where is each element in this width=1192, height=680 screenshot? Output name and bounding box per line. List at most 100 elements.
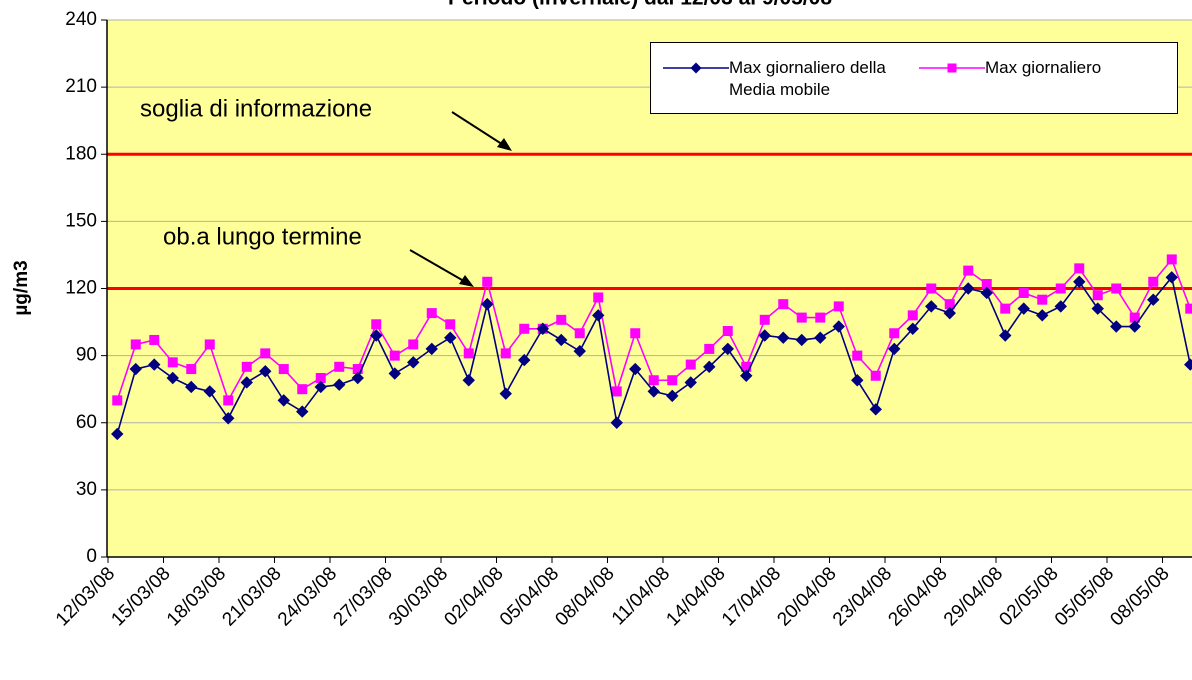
data-point [371,319,382,330]
data-point [667,375,678,386]
data-point [185,380,198,394]
data-point [852,350,863,361]
x-tick-label: 05/05/08 [1051,563,1118,630]
data-point [704,343,715,354]
data-point [778,299,789,310]
data-point [777,331,790,344]
data-point [445,319,456,330]
x-tick-label: 02/05/08 [995,563,1062,630]
data-point [259,365,272,378]
x-tick-label: 02/04/08 [440,563,507,630]
legend-swatch [919,63,985,73]
data-point [278,364,289,375]
data-point [759,314,770,325]
data-point [943,306,956,320]
data-point [1091,302,1104,315]
x-tick-label: 20/04/08 [773,563,840,630]
x-tick-label: 29/04/08 [940,563,1007,630]
data-point [1037,294,1048,305]
data-point [240,376,253,389]
data-point [962,282,975,295]
data-point [926,283,937,294]
data-point [1054,300,1067,313]
data-point [536,322,549,335]
data-point [130,339,141,350]
x-tick-label: 08/05/08 [1106,563,1173,630]
data-point [222,412,235,425]
data-point [555,333,568,347]
data-point [203,385,216,398]
data-point [907,310,918,321]
y-axis-label: µg/m3 [11,260,32,315]
data-point [166,371,179,385]
data-point [574,328,585,339]
legend-marker [947,63,957,73]
data-point [999,329,1012,342]
legend-label: Max giornaliero della Media mobile [729,58,886,99]
data-point [630,328,641,339]
data-point [593,292,604,303]
data-point [1165,271,1178,284]
data-point [149,334,160,345]
data-point [1055,283,1066,294]
data-point [277,394,290,407]
data-point [721,342,734,356]
arrow-head [497,138,512,151]
x-tick-label: 27/03/08 [329,563,396,630]
data-point [314,380,327,394]
data-point [832,320,845,333]
data-point [573,344,586,358]
data-point [444,331,457,344]
data-point [980,286,993,300]
x-tick-label: 14/04/08 [662,563,729,630]
data-point [1074,263,1085,274]
y-tick-label: 150 [65,210,97,231]
data-point [889,328,900,339]
data-point [296,405,309,418]
data-point [556,314,567,325]
data-point [223,395,234,406]
y-tick-label: 180 [65,143,97,164]
data-point [795,333,808,347]
data-point [241,361,252,372]
data-point [518,353,531,367]
data-point [1018,287,1029,298]
x-tick-label: 11/04/08 [608,563,674,629]
arrow [451,111,509,149]
data-point [463,348,474,359]
data-point [963,265,974,276]
annotations: soglia di informazione ob.a lungo termin… [140,95,512,287]
data-point [481,297,494,311]
legend-marker [690,62,702,74]
data-point [297,384,308,395]
data-point [796,312,807,323]
data-point [519,323,530,334]
data-point [462,374,475,387]
x-tick-label: 30/03/08 [385,563,452,630]
data-point [869,403,882,416]
data-point [1092,290,1103,301]
data-point [611,386,622,397]
data-point [740,369,753,382]
data-point [129,362,142,376]
data-point [167,357,178,368]
data-point [814,331,827,344]
annotation: soglia di informazione [140,95,372,122]
legend-label: Max giornaliero [985,58,1102,77]
data-point [260,348,271,359]
data-point [389,350,400,361]
y-tick-label: 0 [86,546,97,567]
arrow-head [459,275,474,287]
data-point [685,359,696,370]
data-point [647,385,660,398]
data-point [1000,303,1011,314]
data-point [906,322,919,335]
data-point [370,329,383,342]
data-point [851,374,864,387]
data-point [388,367,401,380]
data-point [815,312,826,323]
data-point [1017,302,1030,315]
data-point [425,342,438,356]
data-point [333,378,346,391]
data-point [1184,358,1192,371]
